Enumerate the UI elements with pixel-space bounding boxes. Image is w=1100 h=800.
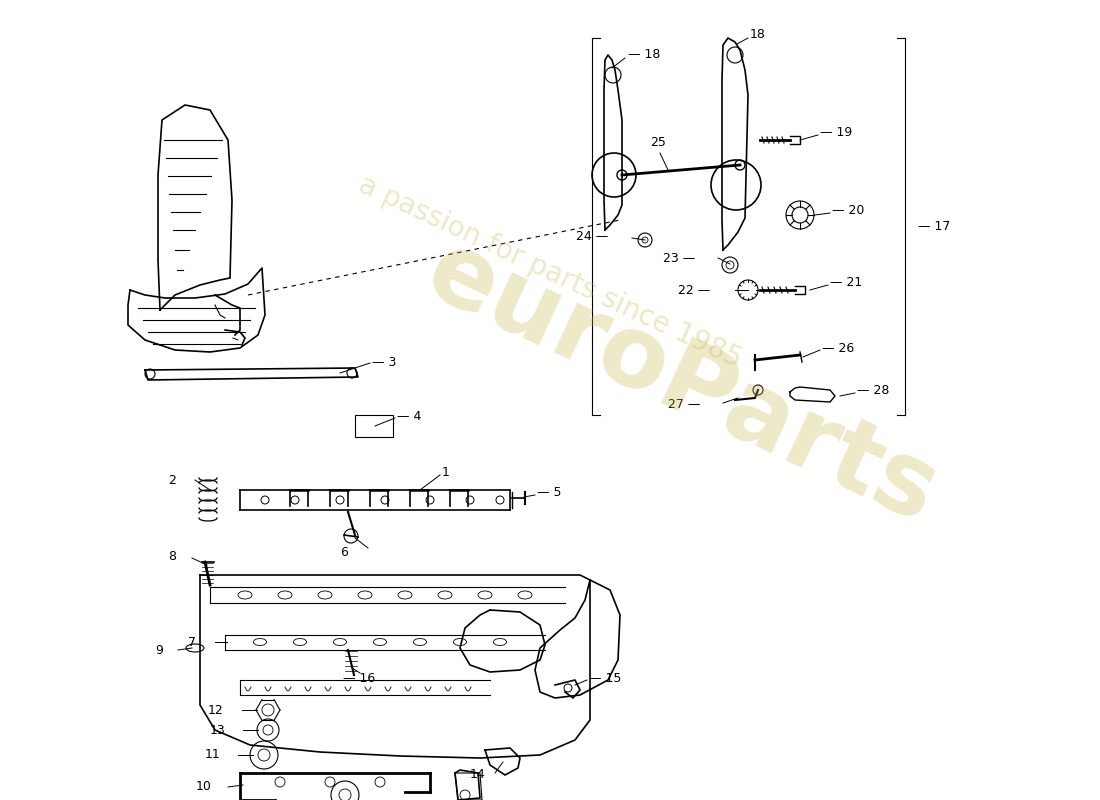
Circle shape bbox=[617, 170, 627, 180]
Text: 22 —: 22 — bbox=[678, 283, 710, 297]
Text: 1: 1 bbox=[442, 466, 450, 479]
Text: a passion for parts since 1985: a passion for parts since 1985 bbox=[354, 170, 746, 374]
Text: — 16: — 16 bbox=[343, 671, 375, 685]
Text: 8: 8 bbox=[168, 550, 176, 563]
Bar bbox=[355, 415, 393, 437]
Text: — 26: — 26 bbox=[822, 342, 855, 354]
Text: 10: 10 bbox=[196, 781, 212, 794]
Text: 23 —: 23 — bbox=[662, 251, 695, 265]
Text: — 5: — 5 bbox=[537, 486, 561, 499]
Circle shape bbox=[735, 160, 745, 170]
Text: 18: 18 bbox=[750, 29, 766, 42]
Text: — 20: — 20 bbox=[832, 205, 865, 218]
Text: 2: 2 bbox=[168, 474, 176, 486]
Text: — 17: — 17 bbox=[918, 221, 950, 234]
Text: 13: 13 bbox=[210, 723, 225, 737]
Text: 12: 12 bbox=[208, 703, 223, 717]
Text: 25: 25 bbox=[650, 137, 666, 150]
Text: — 19: — 19 bbox=[820, 126, 852, 139]
Text: — 15: — 15 bbox=[588, 671, 621, 685]
Text: euroParts: euroParts bbox=[411, 223, 953, 545]
Text: — 4: — 4 bbox=[397, 410, 421, 423]
Text: 24 —: 24 — bbox=[575, 230, 608, 243]
Text: — 21: — 21 bbox=[830, 277, 862, 290]
Text: — 28: — 28 bbox=[857, 385, 890, 398]
Text: 11: 11 bbox=[205, 749, 221, 762]
Text: 14: 14 bbox=[470, 769, 486, 782]
Text: 27 —: 27 — bbox=[668, 398, 700, 411]
Text: 9: 9 bbox=[155, 645, 163, 658]
Text: 6: 6 bbox=[340, 546, 348, 558]
Text: 7: 7 bbox=[188, 635, 196, 649]
Text: — 3: — 3 bbox=[372, 355, 396, 369]
Text: — 18: — 18 bbox=[628, 49, 660, 62]
